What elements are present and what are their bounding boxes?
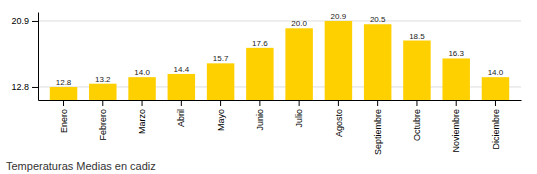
- y-tick-mark: [32, 87, 38, 88]
- bar: [89, 84, 116, 100]
- data-label: 14.0: [134, 68, 150, 77]
- bar: [128, 77, 155, 100]
- x-tick-mark: [259, 100, 260, 106]
- x-tick-mark: [416, 100, 417, 106]
- chart: 12.8 20.9 Enero Febrero Marzo Abril Mayo Junio J…: [0, 0, 537, 174]
- x-tick-label: Noviembre: [451, 109, 461, 153]
- y-tick-mark: [32, 21, 38, 22]
- bar: [442, 58, 469, 100]
- bar: [50, 87, 77, 100]
- title: Temperaturas Medias en cadiz: [6, 160, 156, 172]
- x-tick-label: Septiembre: [373, 109, 383, 155]
- bar: [403, 41, 430, 100]
- data-labels: 12.8 13.2 14.0 14.4 15.7 17.6 20.0 20.9 20.5 18.5…: [56, 12, 504, 87]
- data-label: 15.7: [213, 54, 229, 63]
- x-tick: Agosto: [334, 100, 344, 137]
- x-tick-mark: [495, 100, 496, 106]
- y-axis-line: [38, 13, 39, 101]
- bar: [325, 21, 352, 100]
- bar: [285, 28, 312, 100]
- data-label: 20.5: [370, 15, 386, 24]
- data-label: 12.8: [56, 78, 72, 87]
- x-tick-mark: [338, 100, 339, 106]
- plot: 12.8 20.9 Enero Febrero Marzo Abril Mayo Junio J…: [11, 12, 521, 155]
- bar: [364, 24, 391, 100]
- bars: [50, 21, 509, 100]
- data-label: 14.4: [174, 65, 190, 74]
- y-tick-label: 12.8: [11, 82, 29, 92]
- bar: [246, 48, 273, 100]
- x-tick-label: Mayo: [216, 109, 226, 131]
- x-tick-label: Diciembre: [491, 109, 501, 150]
- x-tick-label: Enero: [59, 109, 69, 133]
- x-tick: Junio: [255, 100, 265, 131]
- x-tick: Mayo: [216, 100, 226, 131]
- x-tick-label: Julio: [294, 109, 304, 128]
- x-tick-mark: [102, 100, 103, 106]
- x-axis-line: [39, 100, 522, 101]
- data-label: 20.0: [291, 19, 307, 28]
- x-tick: Marzo: [137, 100, 147, 134]
- bar: [207, 63, 234, 100]
- data-label: 18.5: [409, 32, 425, 41]
- x-tick: Enero: [59, 100, 69, 133]
- x-tick: Septiembre: [373, 100, 383, 155]
- x-tick: Julio: [294, 100, 304, 128]
- x-tick-mark: [220, 100, 221, 106]
- x-tick-label: Febrero: [98, 109, 108, 141]
- y-axis: 12.8 20.9: [11, 13, 38, 101]
- data-label: 16.3: [448, 49, 464, 58]
- grid-line: [38, 20, 521, 21]
- x-tick-label: Abril: [176, 109, 186, 127]
- data-label: 14.0: [488, 68, 504, 77]
- x-tick: Febrero: [98, 100, 108, 141]
- y-tick: 20.9: [11, 16, 38, 26]
- x-tick: Octubre: [412, 100, 422, 141]
- y-tick: 12.8: [11, 82, 38, 92]
- x-tick-label: Octubre: [412, 109, 422, 141]
- x-tick-mark: [181, 100, 182, 106]
- data-label: 20.9: [331, 12, 347, 21]
- x-tick-label: Junio: [255, 109, 265, 131]
- x-tick-mark: [456, 100, 457, 106]
- bar: [168, 74, 195, 100]
- x-tick-mark: [377, 100, 378, 106]
- x-tick: Diciembre: [491, 100, 501, 150]
- x-axis: Enero Febrero Marzo Abril Mayo Junio Julio Agos…: [39, 100, 522, 155]
- y-tick-label: 20.9: [11, 16, 29, 26]
- x-tick-label: Agosto: [334, 109, 344, 137]
- x-tick-mark: [299, 100, 300, 106]
- data-label: 13.2: [95, 75, 111, 84]
- x-tick-label: Marzo: [137, 109, 147, 134]
- x-tick-mark: [63, 100, 64, 106]
- x-tick: Noviembre: [451, 100, 461, 153]
- data-label: 17.6: [252, 39, 268, 48]
- bar: [482, 77, 509, 100]
- x-tick: Abril: [176, 100, 186, 127]
- x-tick-mark: [142, 100, 143, 106]
